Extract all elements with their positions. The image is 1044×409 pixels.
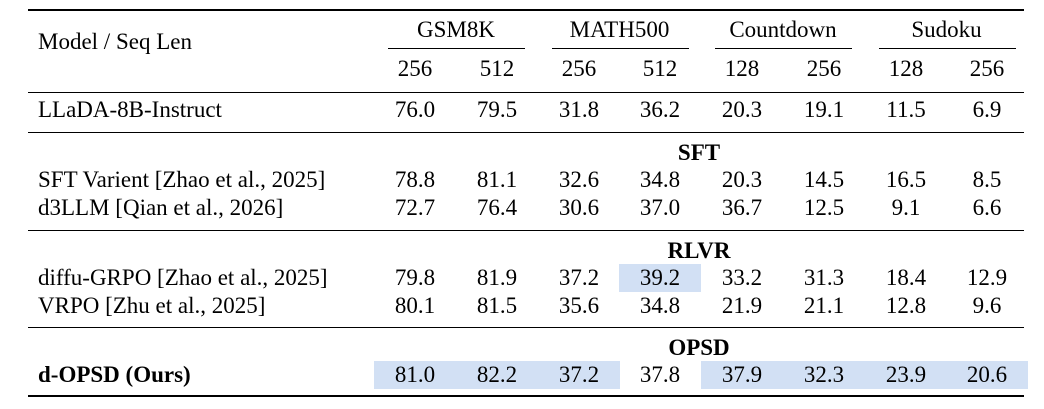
seq-len: 256	[969, 56, 1005, 81]
score: 72.7	[394, 195, 436, 220]
highlight	[701, 361, 783, 389]
rule	[28, 132, 1024, 133]
score: 32.6	[558, 167, 600, 192]
seq-len: 256	[561, 56, 597, 81]
score: 16.5	[885, 167, 927, 192]
score: 37.0	[639, 195, 681, 220]
score: 81.0	[394, 362, 436, 387]
model-name: d-OPSD (Ours)	[38, 362, 191, 387]
group-header: Sudoku	[911, 17, 982, 42]
score: 36.2	[639, 97, 681, 122]
header-label: Model / Seq Len	[38, 29, 192, 54]
highlight	[374, 361, 456, 389]
score: 37.2	[558, 362, 600, 387]
seq-len: 128	[724, 56, 760, 81]
score: 30.6	[558, 195, 600, 220]
model-name: VRPO [Zhu et al., 2025]	[38, 293, 266, 318]
score: 6.9	[972, 97, 1002, 122]
model-name: SFT Varient [Zhao et al., 2025]	[38, 167, 326, 192]
score: 37.8	[639, 362, 681, 387]
score: 37.9	[721, 362, 763, 387]
group-underline	[715, 48, 852, 49]
score: 81.1	[476, 167, 518, 192]
score: 34.8	[639, 293, 681, 318]
score: 19.1	[803, 97, 845, 122]
group-underline	[879, 48, 1016, 49]
score: 8.5	[972, 167, 1002, 192]
score: 20.3	[721, 167, 763, 192]
group-header: MATH500	[569, 17, 670, 42]
score: 33.2	[721, 265, 763, 290]
score: 11.5	[886, 97, 926, 122]
score: 18.4	[885, 265, 927, 290]
score: 82.2	[476, 362, 518, 387]
score: 20.6	[966, 362, 1008, 387]
score: 31.8	[558, 97, 600, 122]
score: 32.3	[803, 362, 845, 387]
score: 21.1	[803, 293, 845, 318]
model-name: LLaDA-8B-Instruct	[38, 97, 222, 122]
rule	[28, 92, 1024, 93]
rule	[28, 327, 1024, 328]
score: 12.9	[966, 265, 1008, 290]
model-name: diffu-GRPO [Zhao et al., 2025]	[38, 265, 328, 290]
score: 79.5	[476, 97, 518, 122]
score: 12.8	[885, 293, 927, 318]
score: 20.3	[721, 97, 763, 122]
score: 6.6	[972, 195, 1002, 220]
seq-len: 256	[806, 56, 842, 81]
score: 37.2	[558, 265, 600, 290]
section-title: RLVR	[667, 238, 731, 263]
score: 9.1	[891, 195, 921, 220]
score: 34.8	[639, 167, 681, 192]
score: 76.0	[394, 97, 436, 122]
score: 80.1	[394, 293, 436, 318]
seq-len: 256	[397, 56, 433, 81]
rule	[28, 230, 1024, 231]
score: 9.6	[972, 293, 1002, 318]
highlight	[783, 361, 865, 389]
seq-len: 512	[642, 56, 678, 81]
section-title: OPSD	[668, 335, 730, 360]
group-underline	[388, 48, 525, 49]
group-header: Countdown	[729, 17, 837, 42]
score: 14.5	[803, 167, 845, 192]
highlight	[538, 361, 620, 389]
highlight	[619, 264, 701, 292]
score: 12.5	[803, 195, 845, 220]
score: 78.8	[394, 167, 436, 192]
score: 36.7	[721, 195, 763, 220]
section-title: SFT	[677, 140, 721, 165]
group-header: GSM8K	[417, 17, 495, 42]
score: 81.9	[476, 265, 518, 290]
seq-len: 512	[479, 56, 515, 81]
highlight	[456, 361, 538, 389]
score: 79.8	[394, 265, 436, 290]
score: 35.6	[558, 293, 600, 318]
seq-len: 128	[888, 56, 924, 81]
model-name: d3LLM [Qian et al., 2026]	[38, 195, 284, 220]
group-underline	[552, 48, 689, 49]
rule	[28, 9, 1024, 11]
score: 76.4	[476, 195, 518, 220]
score: 23.9	[885, 362, 927, 387]
rule	[28, 395, 1024, 397]
score: 39.2	[639, 265, 681, 290]
highlight	[865, 361, 947, 389]
score: 81.5	[476, 293, 518, 318]
highlight	[946, 361, 1028, 389]
score: 21.9	[721, 293, 763, 318]
score: 31.3	[803, 265, 845, 290]
